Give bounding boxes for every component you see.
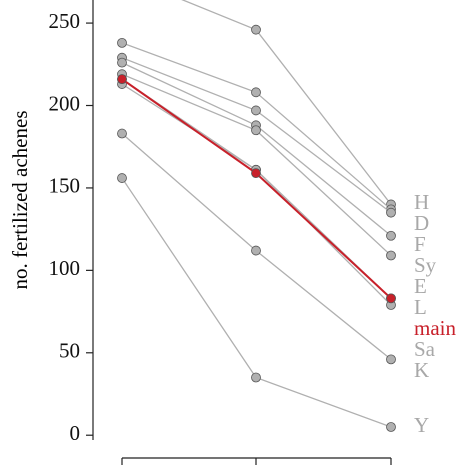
series-label: F <box>414 232 426 256</box>
series-label: K <box>414 358 429 382</box>
y-tick-label: 250 <box>49 9 81 33</box>
series-line <box>121 177 392 428</box>
point <box>251 168 261 178</box>
point <box>386 422 396 432</box>
series-label: L <box>414 295 427 319</box>
point <box>251 105 261 116</box>
point <box>117 173 127 183</box>
y-tick-label: 200 <box>49 91 81 115</box>
series-label: D <box>414 211 429 235</box>
point <box>386 293 396 304</box>
y-tick-label: 0 <box>70 421 81 445</box>
point <box>117 128 127 139</box>
point <box>386 354 396 365</box>
series-line <box>121 73 392 257</box>
point <box>117 74 127 85</box>
point <box>386 207 396 218</box>
series-label: Sa <box>414 337 436 361</box>
y-tick-label: 50 <box>59 339 80 363</box>
point <box>117 57 127 68</box>
series-label: E <box>414 274 427 298</box>
point <box>386 230 396 241</box>
series-line <box>121 83 392 299</box>
series-label: H <box>414 190 429 214</box>
series-label: main <box>414 316 456 340</box>
series-label: Y <box>414 413 429 437</box>
point <box>251 87 261 98</box>
y-tick-label: 100 <box>49 256 81 280</box>
point <box>251 372 261 383</box>
point <box>386 250 396 261</box>
point <box>117 37 127 48</box>
y-tick-label: 150 <box>49 174 81 198</box>
y-axis-label: no. fertilized achenes <box>8 111 32 290</box>
point <box>251 125 261 136</box>
point <box>251 245 261 256</box>
point <box>251 24 261 35</box>
series-label: Sy <box>414 253 437 277</box>
